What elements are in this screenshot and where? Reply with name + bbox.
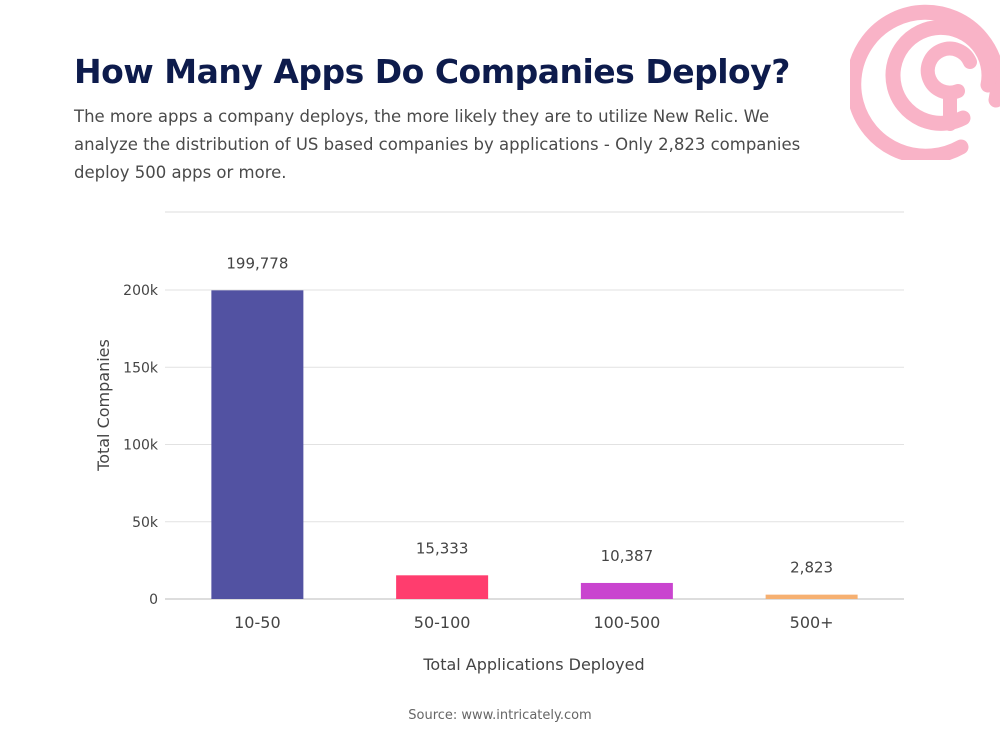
- bar-50-100: [396, 575, 489, 599]
- y-tick-label: 0: [149, 592, 158, 608]
- y-axis-title: Total Companies: [94, 339, 113, 472]
- y-axis-ticks: 0 50k 100k 150k 200k: [123, 283, 159, 608]
- data-label: 199,778: [226, 254, 288, 272]
- data-label: 2,823: [790, 559, 833, 577]
- bar-100-500: [580, 582, 673, 599]
- y-tick-label: 50k: [132, 515, 159, 531]
- page-title: How Many Apps Do Companies Deploy?: [74, 52, 790, 91]
- x-tick-label: 50-100: [414, 613, 471, 632]
- page-subtitle: The more apps a company deploys, the mor…: [74, 107, 801, 182]
- target-circles-logo-icon: [850, 4, 1000, 160]
- data-label: 10,387: [601, 547, 654, 565]
- x-tick-label: 100-500: [593, 613, 660, 632]
- y-tick-label: 100k: [123, 438, 159, 454]
- bar-500+: [765, 594, 858, 599]
- x-tick-label: 10-50: [234, 613, 281, 632]
- y-tick-label: 200k: [123, 283, 159, 299]
- bar-data-labels: 199,778 15,333 10,387 2,823: [226, 254, 833, 576]
- source-credit: Source: www.intricately.com: [408, 708, 592, 723]
- y-tick-label: 150k: [123, 360, 159, 376]
- x-axis-title: Total Applications Deployed: [422, 655, 644, 674]
- x-tick-label: 500+: [790, 613, 834, 632]
- bar-10-50: [211, 290, 304, 599]
- x-axis-tick-labels: 10-50 50-100 100-500 500+: [234, 613, 833, 632]
- chart-bars: [211, 290, 858, 599]
- data-label: 15,333: [416, 539, 469, 557]
